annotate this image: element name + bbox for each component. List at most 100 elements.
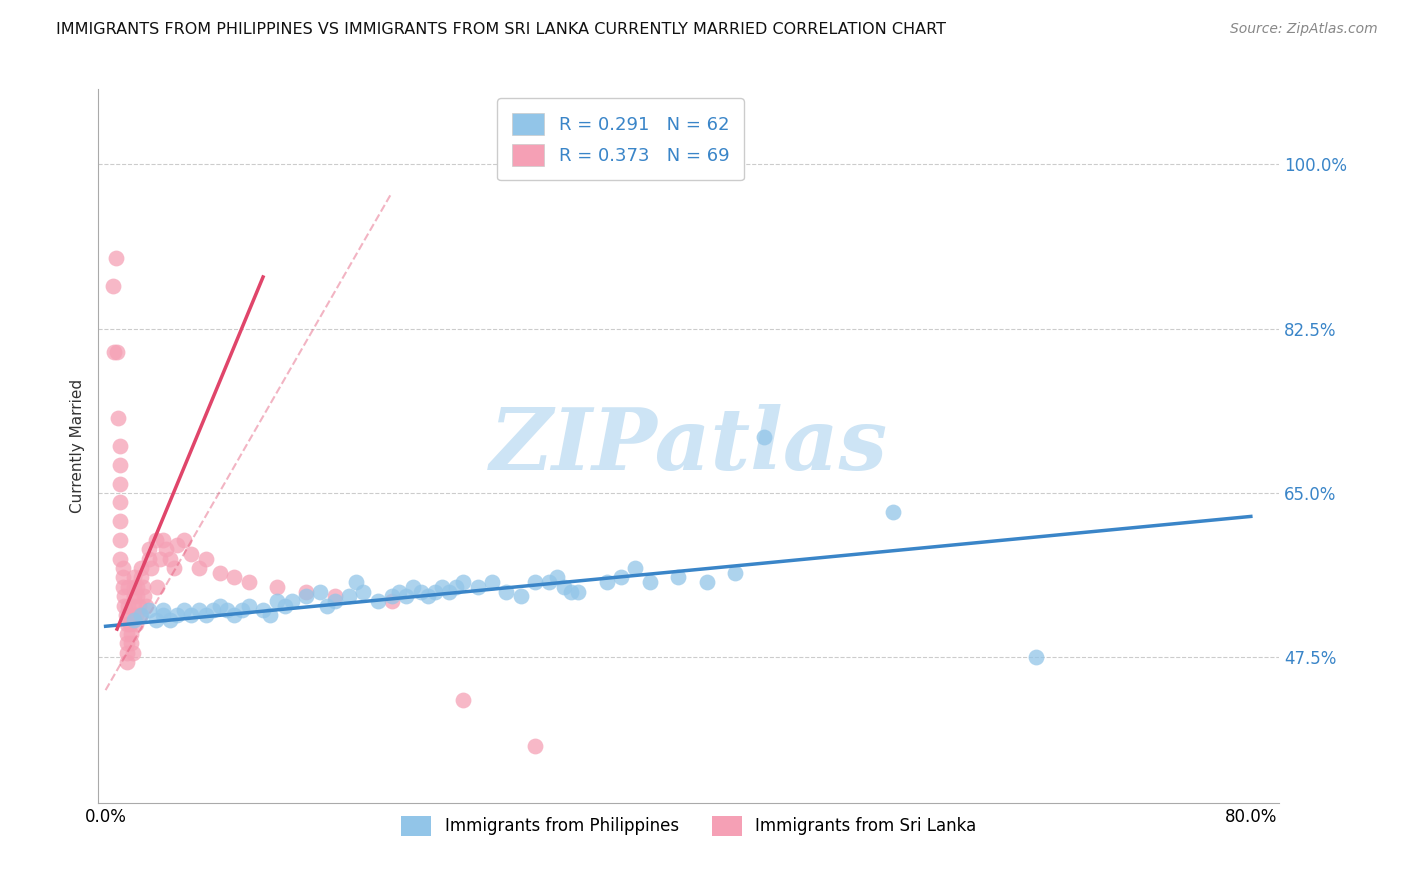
Point (125, 580, 148, 594)
Point (295, 584, 318, 599)
Point (122, 613, 145, 627)
Point (108, 476, 131, 491)
Point (134, 589, 156, 603)
Point (152, 533, 174, 547)
Point (337, 589, 360, 603)
Point (323, 594, 346, 608)
Point (430, 580, 453, 594)
Point (145, 533, 167, 547)
Point (117, 599, 139, 613)
Point (124, 607, 146, 622)
Point (309, 584, 332, 599)
Point (546, 570, 568, 584)
Point (166, 538, 188, 552)
Point (187, 603, 209, 617)
Point (105, 345, 128, 359)
Point (131, 607, 153, 622)
Point (402, 580, 425, 594)
Point (367, 594, 389, 608)
Point (122, 599, 145, 613)
Point (135, 599, 157, 613)
Point (209, 599, 232, 613)
Point (104, 251, 127, 265)
Point (107, 410, 129, 425)
Point (752, 429, 775, 443)
Point (120, 636, 142, 650)
Point (238, 599, 260, 613)
Point (124, 617, 146, 632)
Point (111, 561, 134, 575)
Y-axis label: Currently Married: Currently Married (69, 379, 84, 513)
Point (108, 495, 131, 509)
Point (187, 561, 209, 575)
Point (115, 617, 138, 632)
Point (624, 561, 647, 575)
Point (238, 575, 260, 590)
Point (131, 561, 153, 575)
Point (352, 584, 374, 599)
Point (231, 603, 253, 617)
Point (108, 514, 131, 528)
Text: Source: ZipAtlas.com: Source: ZipAtlas.com (1230, 22, 1378, 37)
Point (111, 580, 134, 594)
Point (125, 589, 148, 603)
Point (146, 580, 169, 594)
Point (273, 599, 295, 613)
Point (120, 627, 142, 641)
Point (101, 279, 124, 293)
Point (538, 575, 561, 590)
Point (524, 739, 547, 754)
Point (295, 589, 318, 603)
Point (115, 655, 138, 669)
Point (173, 603, 195, 617)
Point (111, 570, 134, 584)
Point (132, 580, 155, 594)
Point (201, 603, 224, 617)
Point (115, 636, 138, 650)
Point (155, 542, 177, 557)
Point (467, 580, 489, 594)
Text: ZIPatlas: ZIPatlas (489, 404, 889, 488)
Point (108, 458, 131, 472)
Point (560, 584, 582, 599)
Point (128, 599, 150, 613)
Point (409, 584, 432, 599)
Point (224, 607, 246, 622)
Point (388, 584, 411, 599)
Point (595, 575, 617, 590)
Point (696, 575, 718, 590)
Point (209, 566, 232, 580)
Point (381, 594, 404, 608)
Point (495, 584, 517, 599)
Point (567, 584, 589, 599)
Point (217, 603, 239, 617)
Point (344, 575, 367, 590)
Point (108, 533, 131, 547)
Point (180, 547, 202, 561)
Point (666, 570, 689, 584)
Point (114, 607, 136, 622)
Point (553, 580, 575, 594)
Point (112, 589, 135, 603)
Point (138, 542, 160, 557)
Point (122, 589, 145, 603)
Point (316, 599, 339, 613)
Point (446, 580, 468, 594)
Point (453, 692, 475, 706)
Point (280, 594, 302, 608)
Text: IMMIGRANTS FROM PHILIPPINES VS IMMIGRANTS FROM SRI LANKA CURRENTLY MARRIED CORRE: IMMIGRANTS FROM PHILIPPINES VS IMMIGRANT… (56, 22, 946, 37)
Point (131, 570, 153, 584)
Point (103, 345, 125, 359)
Point (129, 607, 152, 622)
Point (224, 570, 246, 584)
Point (152, 607, 174, 622)
Point (437, 584, 460, 599)
Point (395, 589, 418, 603)
Point (423, 584, 446, 599)
Legend: Immigrants from Philippines, Immigrants from Sri Lanka: Immigrants from Philippines, Immigrants … (392, 807, 986, 845)
Point (180, 607, 202, 622)
Point (882, 505, 904, 519)
Point (149, 551, 172, 566)
Point (194, 607, 217, 622)
Point (166, 607, 188, 622)
